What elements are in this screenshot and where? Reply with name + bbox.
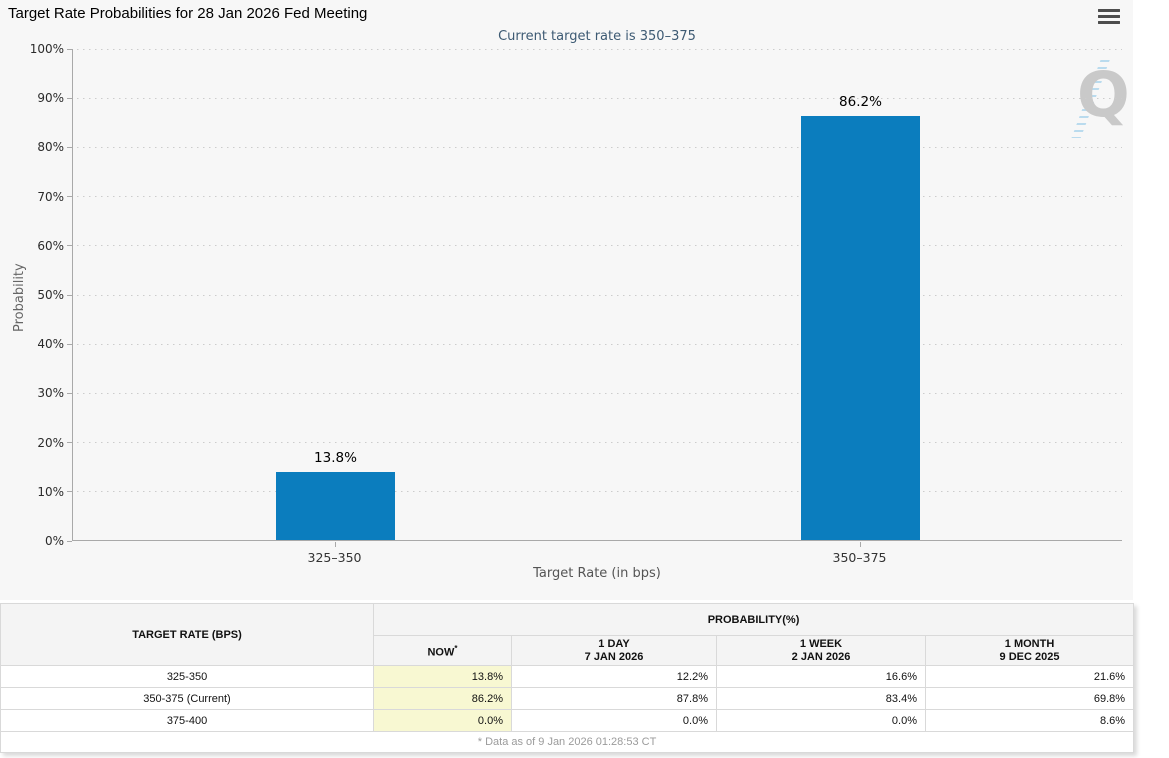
header-1week-label: 1 WEEK [799,637,843,650]
probability-cell: 83.4% [716,687,926,710]
chart-subtitle: Current target rate is 350–375 [498,29,696,44]
probability-cell: 12.2% [511,665,717,688]
header-now-label: NOW [427,646,455,659]
y-gridline [77,343,1122,345]
y-gridline [77,491,1122,493]
chart-panel: Target Rate Probabilities for 28 Jan 202… [8,5,1130,581]
bar-value-label: 86.2% [839,93,882,110]
y-axis-tick [67,146,72,148]
y-gridline [77,442,1122,444]
y-axis-tick [67,196,72,198]
y-tick-label: 80% [37,140,64,155]
bar-value-label: 13.8% [314,450,357,467]
quikstrike-q-logo: Q [1077,58,1130,131]
probability-cell: 0.0% [716,709,926,732]
table-header-now: NOW* [373,635,512,666]
probability-cell: 69.8% [924,687,1135,710]
y-axis-tick [67,48,72,50]
x-axis-tick [334,542,336,547]
probability-now-cell: 86.2% [373,687,512,710]
header-1day-label: 1 DAY [598,637,630,650]
y-axis-tick [67,294,72,296]
probability-cell: 21.6% [924,665,1135,688]
y-tick-label: 70% [37,189,64,204]
hamburger-menu-icon[interactable] [1098,9,1120,25]
y-tick-label: 30% [37,386,64,401]
y-tick-label: 60% [37,238,64,253]
target-rate-cell: 350-375 (Current) [0,687,374,710]
quikstrike-swoosh-icon [1071,60,1110,138]
y-tick-label: 10% [37,484,64,499]
y-tick-label: 0% [44,534,64,548]
probability-cell: 0.0% [511,709,717,732]
x-category-label: 325–350 [307,550,362,565]
data-as-of-footnote: * Data as of 9 Jan 2026 01:28:53 CT [0,731,1135,753]
probability-cell: 87.8% [511,687,717,710]
probability-bar [801,115,920,540]
hamburger-bar [1098,15,1120,18]
plot-area: Q 13.8% 86.2% [67,48,1130,542]
target-rate-cell: 375-400 [0,709,374,732]
x-category-label: 350–375 [832,550,887,565]
y-axis-tick [67,245,72,247]
footnote-asterisk: * [454,643,458,653]
table-row: 375-400 0.0% 0.0% 0.0% 8.6% [0,709,1135,732]
x-axis-title: Target Rate (in bps) [533,566,661,581]
y-axis-tick [67,97,72,99]
y-tick-label: 100% [29,42,64,56]
table-header-1month: 1 MONTH 9 DEC 2025 [924,635,1135,666]
y-axis-tick [67,491,72,493]
probability-cell: 16.6% [716,665,926,688]
probability-now-cell: 13.8% [373,665,512,688]
page-title: Target Rate Probabilities for 28 Jan 202… [8,5,368,22]
y-gridline [77,97,1122,99]
y-gridline [77,245,1122,247]
y-gridline [77,294,1122,296]
hamburger-bar [1098,21,1120,24]
y-axis-tick [67,343,72,345]
probability-bar [276,472,395,540]
y-gridline [77,48,1122,50]
table-row: 350-375 (Current) 86.2% 87.8% 83.4% 69.8% [0,687,1135,710]
y-tick-label: 40% [37,337,64,352]
y-axis-tick [67,392,72,394]
header-1day-date: 7 JAN 2026 [584,650,644,663]
header-1month-date: 9 DEC 2025 [999,650,1060,663]
y-gridline [77,146,1122,148]
y-tick-label: 50% [37,288,64,302]
header-1month-label: 1 MONTH [1004,637,1055,650]
target-rate-cell: 325-350 [0,665,374,688]
table-row: 325-350 13.8% 12.2% 16.6% 21.6% [0,665,1135,688]
y-tick-label: 20% [37,435,64,450]
probability-now-cell: 0.0% [373,709,512,732]
y-gridline [77,196,1122,198]
probability-table: TARGET RATE (BPS) PROBABILITY(%) NOW* 1 … [0,603,1135,753]
table-header-target-rate: TARGET RATE (BPS) [0,603,374,666]
table-header-1day: 1 DAY 7 JAN 2026 [511,635,717,666]
probability-cell: 8.6% [924,709,1135,732]
y-axis-tick [67,442,72,444]
header-1week-date: 2 JAN 2026 [791,650,851,663]
table-header-probability: PROBABILITY(%) [372,603,1135,636]
y-axis-tick [67,540,72,542]
y-gridline [77,392,1122,394]
table-header-1week: 1 WEEK 2 JAN 2026 [716,635,926,666]
hamburger-bar [1098,9,1120,12]
x-axis-tick [859,542,861,547]
y-tick-label: 90% [37,91,64,106]
